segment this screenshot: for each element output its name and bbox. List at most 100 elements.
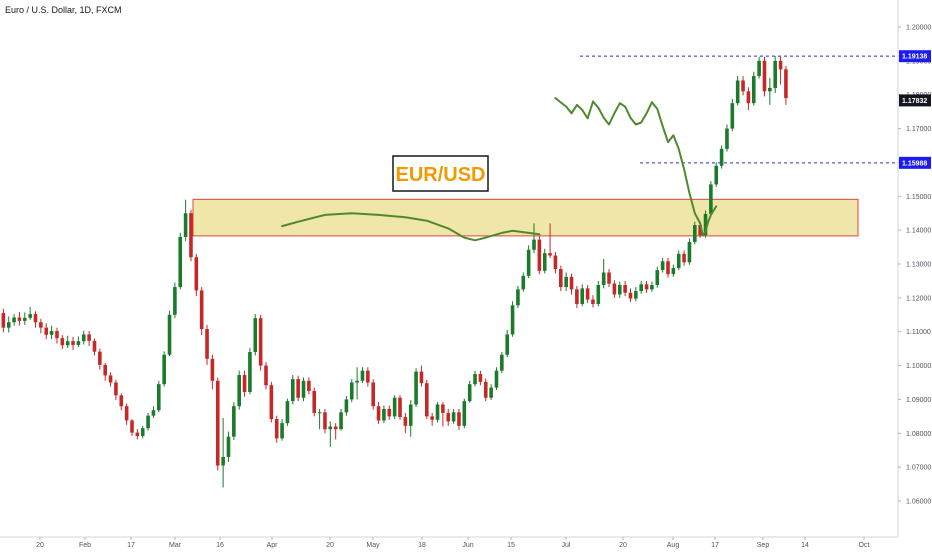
candle [189,209,193,262]
candle-body [151,410,156,416]
candle-body [333,426,338,430]
candle [639,280,643,294]
candle [644,280,649,293]
y-tick-label: 1.17000 [906,126,931,133]
candle-body [601,272,606,285]
candle [49,325,54,340]
candle [28,306,32,320]
candle [92,338,97,356]
candle-body [494,370,499,388]
candle-body [623,284,627,293]
candle-body [264,365,268,386]
candle [248,347,252,395]
candle-body [596,284,601,304]
candle [580,284,585,307]
time-axis[interactable]: 20 Feb 17 Mar 16 Apr 20 May 18 Jun 15 Jul 20 Aug 17 Sep… [0,536,898,549]
candle [344,396,349,416]
candle [628,288,633,302]
candle [430,412,434,426]
candle [167,310,172,357]
candle [778,56,783,85]
candle-body [355,380,359,383]
candle-body [419,371,424,384]
candle-body [655,270,660,285]
pair-label-group: EUR/USD [392,155,489,192]
y-tick-label: 1.08000 [906,431,931,438]
candle [617,281,622,298]
candle [232,402,236,441]
candle-body [124,406,129,421]
candle [623,280,627,297]
candle-body [71,341,75,345]
candle-body [199,290,204,330]
candle-body [403,417,408,426]
candle [387,405,392,420]
x-tick-label: Apr [267,542,279,549]
candle-body [628,292,633,299]
candle [483,378,488,402]
candle [526,245,531,279]
candle-body [140,428,145,436]
candle [60,335,65,350]
price-tag-bg [899,156,931,169]
candle [226,431,231,463]
candle [119,393,124,411]
y-tick-label: 1.20000 [906,25,931,32]
candle [349,379,354,403]
candle [478,370,483,386]
candle [151,406,156,419]
candle [446,408,451,426]
candle [221,418,225,488]
candle [773,56,777,94]
candle [516,286,520,309]
candle-body [49,331,54,335]
candle [607,269,611,288]
candle-body [617,284,622,295]
candle [505,330,509,358]
candle [307,377,311,395]
candle-body [532,239,536,250]
consolidation-path [281,212,541,242]
candle-body [76,341,81,345]
candle-body [559,269,563,288]
pair-label: EUR/USD [395,164,485,186]
candle-body [178,236,183,288]
candle-body [553,255,558,270]
candle-body [328,426,333,430]
candle-body [650,284,654,290]
candle-body [671,268,676,275]
support-resistance-zone [192,198,859,237]
candle [274,415,279,443]
candle [333,423,338,440]
candle-body [660,261,665,271]
candle-body [98,351,102,365]
candle-body [414,371,418,405]
candle-body [478,374,483,382]
price-tag-bg [899,94,931,107]
candle-body [92,340,97,352]
candle-body [226,436,231,457]
candle-body [698,225,702,236]
candle-body [194,257,199,291]
candle-body [644,284,649,290]
candle [762,56,767,97]
candle-body [157,384,161,411]
candle-body [307,380,311,391]
candle-body [280,423,284,439]
candle-body [312,390,317,413]
candle-body [366,370,370,383]
candle [591,295,595,308]
candle [317,408,322,430]
candle [366,367,370,387]
candle-body [510,305,515,335]
candle [39,318,43,334]
candle [714,162,719,187]
candle-body [376,406,381,421]
candle-body [23,317,27,321]
candle-body [1,313,6,328]
x-tick-label: 17 [711,542,719,549]
candle [419,365,424,387]
x-tick-label: 20 [36,542,44,549]
candle [355,367,359,400]
